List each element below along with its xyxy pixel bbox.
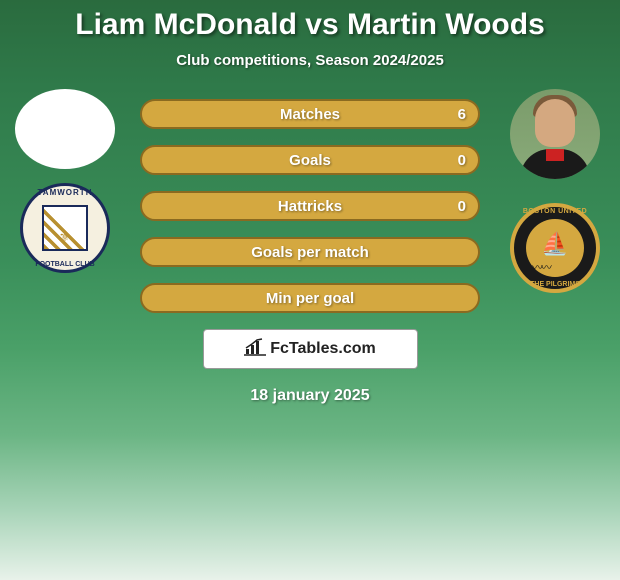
stat-label: Min per goal: [266, 290, 354, 307]
stat-row: Goals per match: [140, 237, 480, 267]
stat-label: Hattricks: [278, 198, 342, 215]
club-left-subtext: FOOTBALL CLUB: [23, 261, 107, 268]
club-badge-right: BOSTON UNITED ⛵ THE PILGRIMS: [510, 203, 600, 293]
club-right-inner: ⛵: [526, 219, 584, 277]
club-right-name: BOSTON UNITED: [514, 208, 596, 215]
player-right-column: BOSTON UNITED ⛵ THE PILGRIMS: [500, 89, 610, 293]
stat-label: Matches: [280, 106, 340, 123]
player-right-avatar: [510, 89, 600, 179]
fleur-icon: ⚜: [59, 228, 72, 245]
stat-value: 0: [458, 152, 466, 169]
ship-icon: ⛵: [541, 233, 568, 255]
stat-value: 0: [458, 198, 466, 215]
footer-brand-text: FcTables.com: [270, 340, 376, 358]
player-left-column: TAMWORTH ⚜ FOOTBALL CLUB: [10, 89, 120, 273]
club-badge-left: TAMWORTH ⚜ FOOTBALL CLUB: [20, 183, 110, 273]
chart-icon: [244, 338, 266, 361]
stat-value: 6: [458, 106, 466, 123]
stat-row: Matches 6: [140, 99, 480, 129]
date-text: 18 january 2025: [0, 387, 620, 405]
waves-icon: [532, 259, 578, 269]
footer-brand-box: FcTables.com: [203, 329, 418, 369]
club-left-name: TAMWORTH: [23, 188, 107, 197]
player-left-avatar: [15, 89, 115, 169]
subtitle: Club competitions, Season 2024/2025: [0, 52, 620, 69]
stat-row: Min per goal: [140, 283, 480, 313]
infographic-root: Liam McDonald vs Martin Woods Club compe…: [0, 0, 620, 580]
stat-row: Hattricks 0: [140, 191, 480, 221]
stat-label: Goals per match: [251, 244, 369, 261]
club-right-subtext: THE PILGRIMS: [514, 281, 596, 288]
stat-row: Goals 0: [140, 145, 480, 175]
stat-label: Goals: [289, 152, 331, 169]
club-left-shield: ⚜: [42, 205, 88, 251]
page-title: Liam McDonald vs Martin Woods: [0, 0, 620, 42]
content-area: TAMWORTH ⚜ FOOTBALL CLUB BOSTON UNITED ⛵: [0, 89, 620, 405]
stats-list: Matches 6 Goals 0 Hattricks 0 Goals per …: [140, 89, 480, 313]
